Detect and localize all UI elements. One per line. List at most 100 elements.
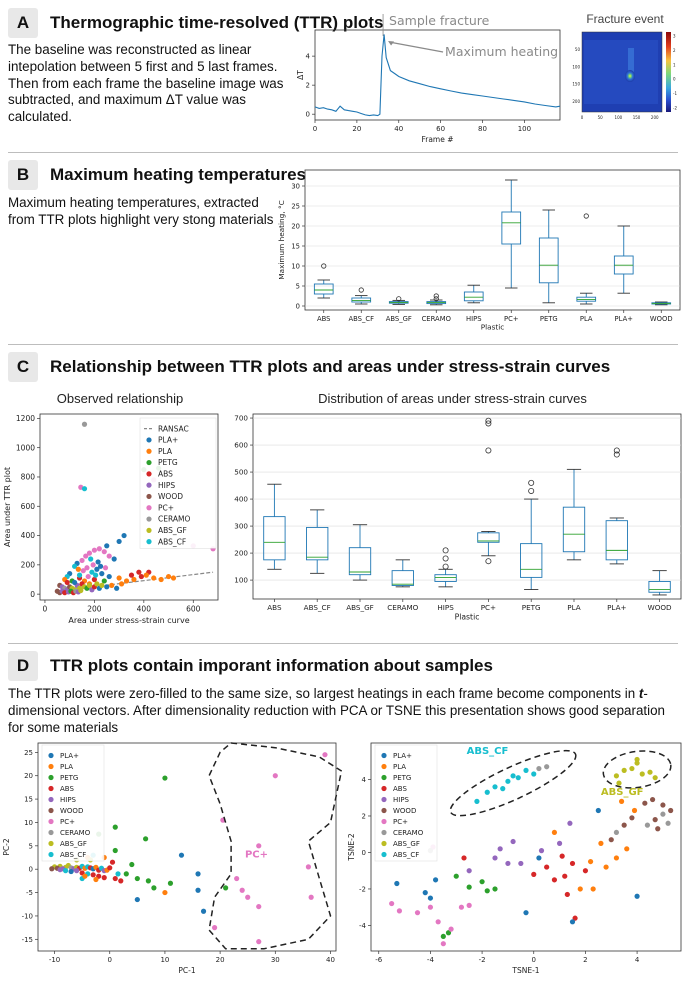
point-PLA	[131, 577, 136, 582]
point-WOOD	[668, 808, 673, 813]
x-tick-label: 80	[478, 125, 487, 133]
point-CERAMO	[536, 766, 541, 771]
point-ABS	[91, 872, 96, 877]
point-PLA	[159, 577, 164, 582]
legend-label: PLA	[393, 763, 406, 771]
outlier-point	[443, 548, 448, 553]
point-ABS_GF	[640, 771, 645, 776]
point-PLA+	[195, 888, 200, 893]
point-ABS_GF	[634, 757, 639, 762]
point-PC+	[245, 895, 250, 900]
point-PETG	[146, 878, 151, 883]
section-b-description: Maximum heating temperatures, extracted …	[8, 195, 283, 229]
point-PC+	[428, 905, 433, 910]
point-PC+	[256, 939, 261, 944]
point-CERAMO	[82, 422, 87, 427]
y-tick-label: 600	[21, 502, 36, 511]
point-HIPS	[557, 841, 562, 846]
point-WOOD	[660, 802, 665, 807]
point-PLA	[124, 578, 129, 583]
point-PLA+	[121, 533, 126, 538]
point-PLA	[588, 859, 593, 864]
legend-label: PC+	[158, 503, 174, 512]
point-ABS	[565, 892, 570, 897]
outlier-point	[529, 480, 534, 485]
annotation-sample-fracture: Sample fracture	[389, 13, 490, 28]
legend-marker-HIPS	[146, 483, 151, 488]
point-ABS_CF	[115, 871, 120, 876]
point-PC+	[415, 910, 420, 915]
divider-c	[8, 643, 678, 644]
x-tick-label: -4	[427, 956, 435, 964]
legend-marker-PC+	[381, 819, 386, 824]
y-tick-label: 0	[296, 302, 300, 310]
legend-label: ABS_GF	[158, 526, 187, 535]
point-PLA	[632, 808, 637, 813]
heatmap-x-tick-label: 100	[615, 115, 623, 120]
heatmap-x-tick-label: 200	[651, 115, 659, 120]
y-tick-label: 4	[306, 53, 311, 61]
x-tick-label: 0	[108, 956, 112, 964]
heatmap-y-tick-label: 150	[572, 82, 580, 87]
section-b-badge: B	[8, 160, 38, 190]
fracture-heatmap: 0 50 100 150 200501001502003210-1-2	[570, 28, 680, 134]
legend-marker-ABS_CF	[48, 852, 53, 857]
point-PC+	[103, 565, 108, 570]
legend-marker-CERAMO	[146, 516, 151, 521]
legend-label: ABS	[60, 785, 74, 793]
legend-marker-HIPS	[381, 797, 386, 802]
point-PLA	[598, 841, 603, 846]
point-PETG	[135, 876, 140, 881]
point-PLA+	[536, 855, 541, 860]
colorbar-tick-label: -2	[673, 106, 677, 111]
x-tick-label: 20	[216, 956, 225, 964]
y-tick-label: 5	[29, 842, 33, 850]
point-PC+	[459, 905, 464, 910]
y-tick-label: 2	[362, 812, 366, 820]
y-tick-label: 1000	[16, 443, 35, 452]
legend-label: PETG	[60, 774, 78, 782]
abs-cf-cluster-outline	[444, 740, 582, 827]
x-axis-label: PC-1	[178, 966, 195, 975]
point-HIPS	[492, 855, 497, 860]
point-PLA+	[201, 909, 206, 914]
legend-marker-PC+	[146, 505, 151, 510]
x-tick-label: CERAMO	[387, 603, 418, 612]
point-PC+	[273, 773, 278, 778]
legend-label: PLA+	[158, 436, 178, 445]
point-PETG	[129, 862, 134, 867]
point-ABS	[531, 872, 536, 877]
x-tick-label: ABS_CF	[304, 603, 331, 612]
point-PC+	[309, 895, 314, 900]
point-ABS	[583, 868, 588, 873]
x-tick-label: 200	[87, 605, 102, 614]
section-d-text-1: The TTR plots were zero-filled to the sa…	[8, 686, 639, 701]
point-PLA+	[195, 871, 200, 876]
y-axis-label: ΔT	[296, 70, 305, 80]
point-ABS_GF	[614, 773, 619, 778]
y-tick-label: 600	[234, 441, 248, 450]
legend-label: PLA+	[60, 752, 79, 760]
point-PC+	[256, 843, 261, 848]
colorbar-tick-label: 3	[673, 34, 676, 39]
point-PC+	[306, 864, 311, 869]
point-PLA	[166, 574, 171, 579]
legend-label: HIPS	[158, 481, 175, 490]
outlier-point	[443, 564, 448, 569]
point-ABS	[113, 876, 118, 881]
box-PLA	[563, 507, 584, 552]
legend-marker-PLA	[381, 764, 386, 769]
legend-label: CERAMO	[393, 829, 424, 837]
point-PC+	[436, 919, 441, 924]
legend-label: CERAMO	[60, 829, 91, 837]
point-HIPS	[567, 821, 572, 826]
y-tick-label: 25	[291, 202, 300, 210]
legend-label: ABS_CF	[393, 851, 419, 859]
legend-label: WOOD	[158, 492, 183, 501]
point-ABS_GF	[94, 581, 99, 586]
y-tick-label: 1200	[16, 414, 35, 423]
legend-marker-ABS_CF	[381, 852, 386, 857]
point-PLA+	[117, 539, 122, 544]
pca-scatter: -15-10-50510152025-10 0 10 20 30 40PC-1PC-2PL…	[0, 733, 342, 983]
legend-marker-ABS	[146, 471, 151, 476]
